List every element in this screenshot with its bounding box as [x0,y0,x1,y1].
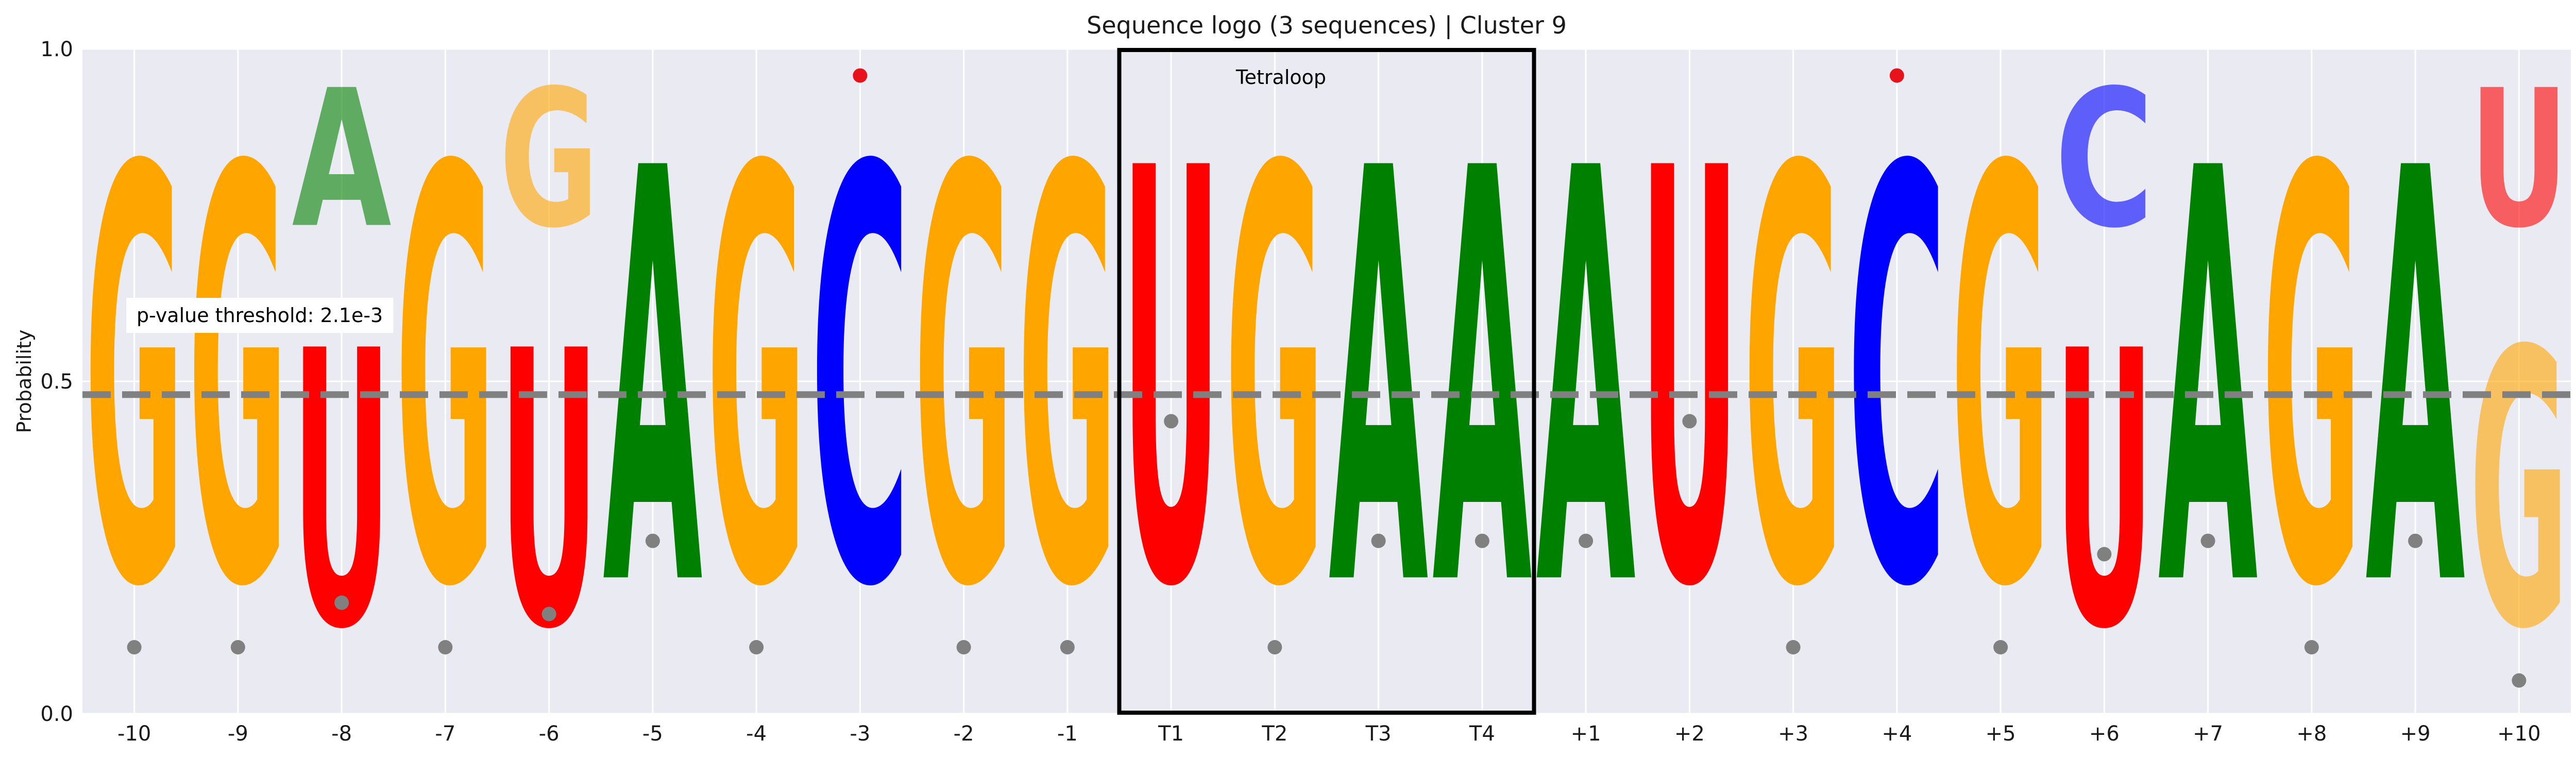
logo-letter-G: G [84,51,184,712]
logo-letter-A: A [1536,50,1637,712]
logo-letter-U: U [2055,271,2154,712]
marker-dot [1993,640,2008,654]
logo-letter-A: A [1329,50,1429,712]
logo-letter-A: A [603,50,703,712]
logo-letter-U: U [292,271,392,712]
logo-letter-A: A [2158,50,2259,712]
logo-letter-U: U [1122,51,1221,712]
logo-letter-U: U [499,271,599,712]
x-tick-label: -5 [642,722,663,746]
logo-letter-G: G [188,51,287,712]
logo-letter-G: G [707,51,806,712]
threshold-group: p-value threshold: 2.1e-3 [82,298,2571,398]
x-tick-label: -4 [746,722,767,746]
marker-dot [749,640,764,654]
logo-letter-A: A [292,50,393,270]
marker-dot [1475,533,1489,548]
marker-dot [127,640,142,654]
logo-letter-G: G [914,51,1013,712]
x-tick-label: -8 [331,722,352,746]
marker-dot [1267,640,1282,654]
axes-group: 0.0 0.5 1.0 -10 -9 -8 -7 -6 -5 -4 -3 -2 -1 T1 T2 T3 T4 +1… [40,38,2540,746]
marker-dot [334,595,349,610]
logo-letter-G: G [1225,51,1325,712]
x-tick-label: -3 [850,722,870,746]
logo-letter-C: C [1847,51,1946,712]
logo-letter-A: A [2366,50,2466,712]
marker-dot [853,68,868,83]
x-tick-label: +4 [1882,722,1912,746]
logo-letter-U: U [2469,49,2569,270]
logo-letter-G: G [396,51,495,712]
x-tick-label: -2 [954,722,974,746]
x-tick-label: +9 [2400,722,2431,746]
logo-letter-C: C [2055,49,2154,270]
x-tick-label: +5 [1986,722,2016,746]
marker-dot [438,640,453,654]
logo-letter-G: G [1743,51,1843,712]
x-tick-label: T2 [1261,722,1287,746]
tetraloop-group: Tetraloop [1117,48,1536,715]
marker-dot [1371,533,1386,548]
marker-dot [1060,640,1075,654]
x-tick-label: T1 [1158,722,1184,746]
y-tick-label: 1.0 [40,38,73,61]
x-tick-label: -6 [539,722,560,746]
marker-dot [230,640,245,654]
marker-dot [645,533,660,548]
logo-letter-G: G [2469,271,2569,713]
logo-letter-G: G [1018,51,1117,712]
tetraloop-box [1117,48,1536,715]
marker-dots [127,68,2527,688]
marker-dot [2408,533,2423,548]
chart-title: Sequence logo (3 sequences) | Cluster 9 [1087,11,1567,40]
logo-letter-G: G [499,49,599,270]
x-tick-label: T4 [1469,722,1495,746]
x-tick-label: +10 [2497,722,2540,746]
x-tick-label: +7 [2193,722,2223,746]
marker-dot [2304,640,2319,654]
y-axis-label: Probability [13,330,36,433]
y-tick-label: 0.0 [40,702,73,726]
marker-dot [1164,414,1179,429]
x-tick-label: +8 [2296,722,2327,746]
marker-dot [956,640,971,654]
logo-letter-G: G [1951,51,2050,712]
marker-dot [1786,640,1801,654]
marker-dot [2097,547,2112,562]
x-tick-label: -7 [435,722,455,746]
x-tick-label: -9 [228,722,248,746]
x-tick-label: -10 [117,722,151,746]
marker-dot [1579,533,1594,548]
x-tick-label: +1 [1571,722,1601,746]
marker-dot [2512,673,2527,688]
y-tick-label: 0.5 [40,370,73,394]
threshold-label: p-value threshold: 2.1e-3 [137,304,383,327]
logo-letter-C: C [810,51,910,712]
logo-stacks: G G UA G UG A G C G G U G A A A U G C G UC A G A GU [84,49,2569,712]
marker-dot [2200,533,2215,548]
logo-letter-A: A [1432,50,1533,712]
tetraloop-label: Tetraloop [1235,66,1326,89]
marker-dot [541,607,556,621]
marker-dot [1682,414,1697,429]
x-tick-label: +3 [1778,722,1808,746]
x-tick-label: -1 [1057,722,1078,746]
x-tick-label: T3 [1365,722,1392,746]
marker-dot [1889,68,1904,83]
threshold-label-box [126,298,394,333]
x-tick-label: +2 [1674,722,1705,746]
x-tick-label: +6 [2089,722,2120,746]
logo-letter-U: U [1640,51,1739,712]
logo-letter-G: G [2262,51,2361,712]
